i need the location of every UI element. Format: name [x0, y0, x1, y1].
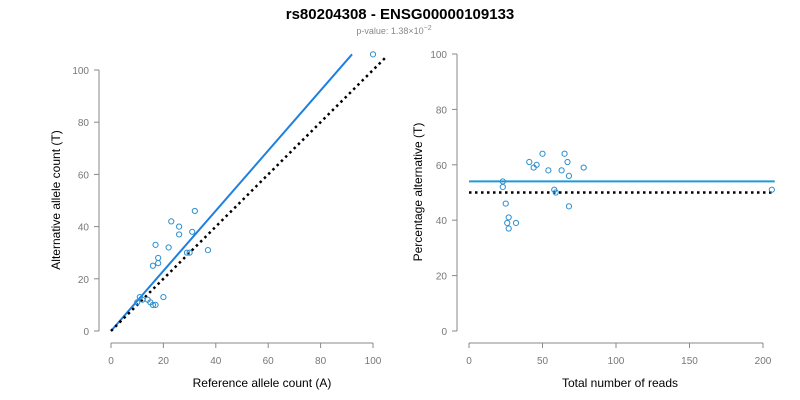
right-data-point — [539, 150, 546, 157]
left-data-point — [152, 301, 159, 308]
left-data-point — [183, 249, 191, 256]
left-y-tick-label: 40 — [78, 223, 90, 234]
chart-title: rs80204308 - ENSG00000109133 — [286, 6, 515, 23]
right-x-tick-label: 50 — [537, 356, 549, 367]
right-data-point — [565, 203, 573, 210]
left-x-axis-label: Reference allele count (A) — [193, 376, 332, 390]
left-panel-allele-counts: 0 20 40 60 80 100 0 20 40 60 80 100 Reference allele… — [49, 51, 387, 390]
left-data-point — [176, 223, 183, 230]
left-data-point — [191, 207, 198, 215]
right-x-tick-label: 150 — [681, 356, 698, 367]
left-data-point — [189, 228, 196, 235]
left-x-tick-label: 0 — [108, 356, 114, 367]
right-data-point — [768, 186, 775, 193]
left-y-tick-label: 0 — [83, 327, 89, 338]
left-y-tick-label: 20 — [78, 275, 90, 286]
left-fit-line — [110, 53, 353, 332]
right-x-tick-label: 200 — [755, 356, 772, 367]
right-data-point — [565, 172, 573, 179]
right-x-axis-label: Total number of reads — [562, 376, 678, 390]
p-value-text: p-value: 1.38×10 — [356, 26, 423, 36]
left-data-point — [204, 246, 212, 254]
right-data-point — [499, 183, 506, 191]
left-data-point — [149, 301, 157, 308]
left-y-tick-label: 60 — [78, 170, 90, 181]
right-data-point — [505, 214, 512, 221]
right-data-point — [558, 167, 565, 174]
right-data-point — [533, 161, 540, 168]
right-y-tick-label: 40 — [436, 216, 448, 227]
left-y-axis-label: Alternative allele count (T) — [49, 130, 63, 269]
right-x-tick-label: 0 — [466, 356, 472, 367]
left-data-point — [134, 299, 141, 306]
left-x-tick-label: 40 — [210, 356, 222, 367]
right-data-point — [504, 219, 511, 227]
left-data-point — [149, 262, 157, 269]
right-data-point — [561, 150, 568, 157]
left-data-point — [168, 218, 175, 225]
right-y-tick-label: 20 — [436, 272, 448, 283]
right-data-point — [545, 167, 552, 174]
left-data-point — [155, 260, 162, 267]
left-data-point — [165, 244, 172, 251]
left-data-point — [152, 241, 159, 248]
left-data-point — [369, 51, 377, 58]
left-x-tick-label: 80 — [315, 356, 327, 367]
left-data-point — [176, 231, 183, 238]
right-data-point — [502, 200, 509, 207]
right-data-point — [552, 189, 559, 196]
left-data-point — [186, 249, 193, 256]
right-data-point — [505, 225, 512, 232]
right-x-tick-label: 100 — [608, 356, 625, 367]
right-y-tick-label: 100 — [430, 50, 447, 61]
right-data-point — [580, 164, 587, 171]
left-x-tick-label: 100 — [365, 356, 382, 367]
right-panel-percentage: 0 50 100 150 200 0 20 40 60 80 100 Total number of … — [411, 50, 775, 390]
p-value-subtitle: p-value: 1.38×10−2 — [356, 25, 431, 36]
left-x-tick-label: 60 — [263, 356, 275, 367]
left-y-tick-label: 80 — [78, 118, 90, 129]
right-y-tick-label: 0 — [441, 327, 447, 338]
left-data-point — [160, 293, 167, 301]
p-value-exponent: −2 — [424, 25, 432, 32]
right-data-point — [512, 219, 520, 227]
left-y-tick-label: 100 — [72, 66, 89, 77]
right-y-axis-label: Percentage alternative (T) — [411, 123, 425, 262]
left-expected-line — [110, 56, 387, 332]
right-y-tick-label: 60 — [436, 161, 448, 172]
right-data-point — [526, 158, 533, 166]
right-data-point — [564, 158, 571, 166]
left-x-tick-label: 20 — [158, 356, 170, 367]
right-y-tick-label: 80 — [436, 105, 448, 116]
left-data-point — [155, 254, 162, 262]
